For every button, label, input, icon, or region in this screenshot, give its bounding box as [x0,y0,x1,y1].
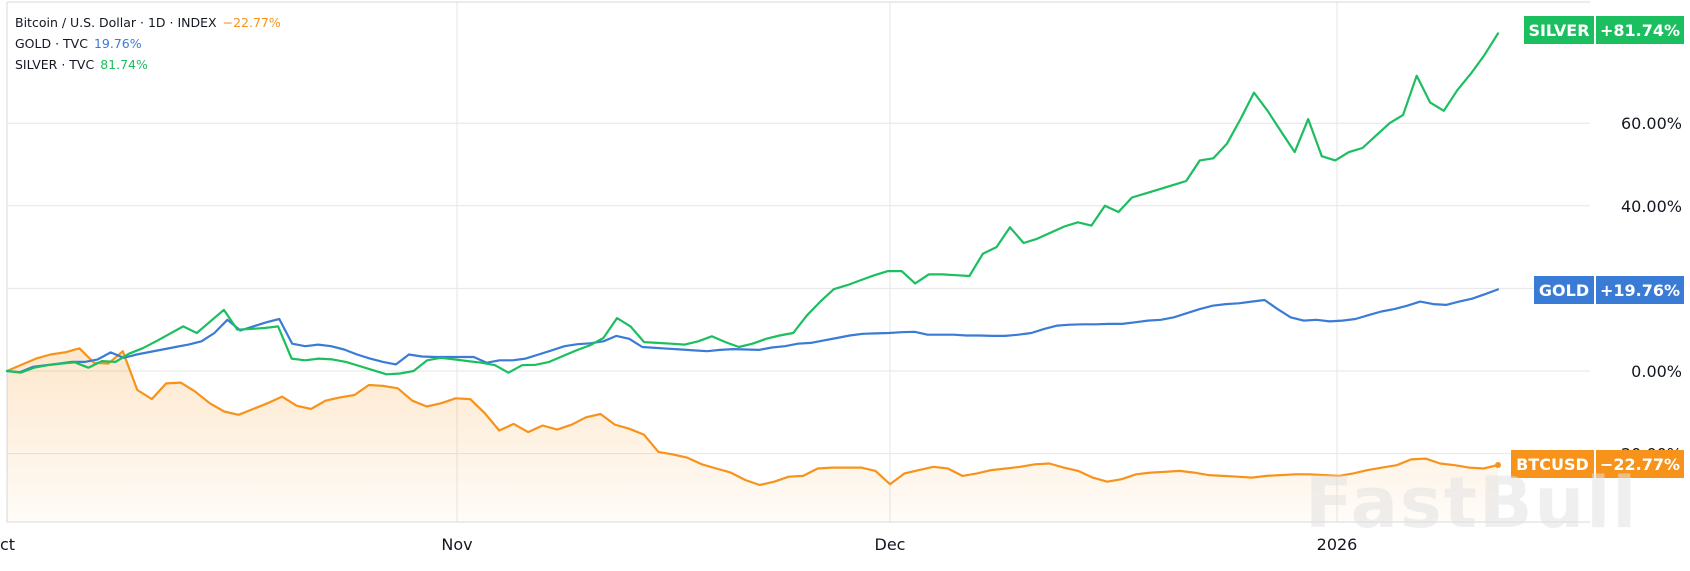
legend-name-btc: Bitcoin / U.S. Dollar · 1D · INDEX [15,15,217,30]
tag-value-btcusd: −22.77% [1600,455,1680,474]
series-line-btcusd [5,347,1500,487]
watermark-logo: FastBull [1305,462,1639,544]
legend-row-gold[interactable]: GOLD · TVC 19.76% [15,33,281,54]
tag-label-silver: SILVER [1528,21,1589,40]
y-tick-label: 60.00% [1621,114,1682,133]
tag-value-silver: +81.74% [1600,21,1680,40]
tag-label-bg-btcusd [1511,450,1594,478]
legend-value-gold: 19.76% [93,36,142,51]
x-tick-label: ct [0,535,15,554]
legend-row-silver[interactable]: SILVER · TVC 81.74% [15,54,281,75]
tag-value-bg-btcusd [1596,450,1684,478]
tag-value-gold: +19.76% [1600,281,1680,300]
x-tick-label: Nov [441,535,472,554]
legend-value-silver: 81.74% [100,57,148,72]
tag-label-bg-silver [1524,16,1594,44]
series-line-gold [5,288,1500,374]
series-line-silver [5,32,1500,376]
legend-name-gold: GOLD · TVC [15,36,88,51]
tag-value-bg-gold [1596,276,1684,304]
legend: Bitcoin / U.S. Dollar · 1D · INDEX −22.77… [15,12,281,75]
tag-value-bg-silver [1596,16,1684,44]
legend-name-silver: SILVER · TVC [15,57,95,72]
tag-label-bg-gold [1534,276,1594,304]
x-tick-label: 2026 [1317,535,1358,554]
btc-area-fill [7,348,1498,522]
tag-label-gold: GOLD [1539,281,1589,300]
btc-last-point [1495,462,1501,469]
y-tick-label: 0.00% [1631,362,1682,381]
legend-row-btc[interactable]: Bitcoin / U.S. Dollar · 1D · INDEX −22.77… [15,12,281,33]
x-tick-label: Dec [875,535,906,554]
tag-label-btcusd: BTCUSD [1516,455,1589,474]
legend-value-btc: −22.77% [222,15,281,30]
y-tick-label: 40.00% [1621,197,1682,216]
